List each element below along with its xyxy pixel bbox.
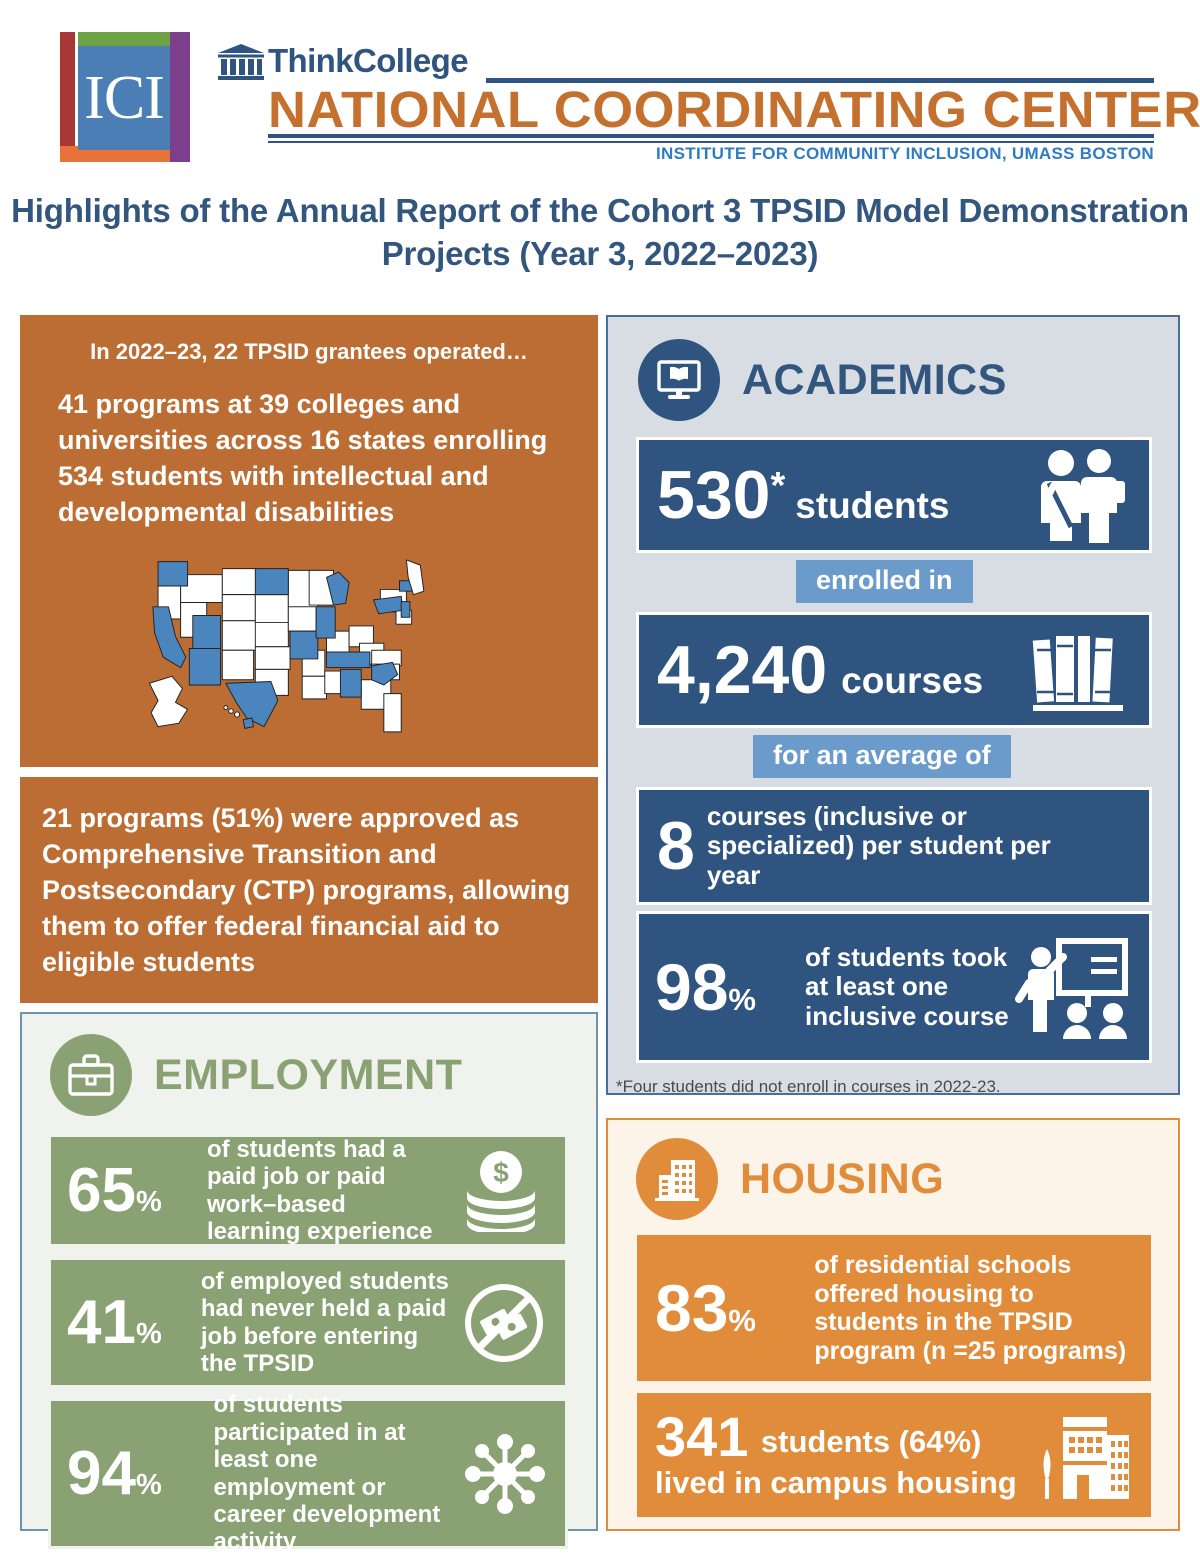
ncc-title: NATIONAL COORDINATING CENTER <box>268 81 1200 138</box>
stat-number: 4,240 <box>657 632 828 708</box>
housing-panel: HOUSING 83 % of residential schools offe… <box>606 1118 1180 1531</box>
network-nodes-icon <box>461 1430 549 1518</box>
institute-line: INSTITUTE FOR COMMUNITY INCLUSION, UMASS… <box>656 144 1154 163</box>
ctp-panel: 21 programs (51%) were approved as Compr… <box>20 777 598 1003</box>
housing-row-campus: 341 students (64%) lived in campus housi… <box>634 1390 1154 1520</box>
page-header: ICI ThinkCollege NATIONAL COORDINATING C… <box>0 0 1200 180</box>
no-money-icon <box>459 1278 549 1368</box>
stat-label: courses (inclusive or specialized) per s… <box>706 800 1051 890</box>
academics-row-average: 8 courses (inclusive or specialized) per… <box>636 787 1152 905</box>
stat-label: of students participated in at least one… <box>213 1391 441 1556</box>
academics-panel: ACADEMICS 530 * students en <box>606 315 1180 1096</box>
briefcase-icon <box>50 1034 132 1116</box>
stat-percent: % <box>728 982 756 1017</box>
academics-row-inclusive: 98 % of students took at least one inclu… <box>636 911 1152 1063</box>
stat-label: students (64%) lived in campus housing <box>655 1424 1017 1501</box>
stat-label: of students had a paid job or paid work–… <box>207 1135 433 1245</box>
stat-percent: % <box>135 1317 162 1350</box>
employment-header: EMPLOYMENT <box>50 1034 462 1116</box>
monitor-book-icon <box>638 339 720 421</box>
stat-number: 83 <box>655 1271 729 1345</box>
grantees-body-text: 41 programs at 39 colleges and universit… <box>58 389 548 527</box>
ctp-text: 21 programs (51%) were approved as Compr… <box>42 803 571 977</box>
header-rule-mid <box>268 134 1154 138</box>
ici-logo: ICI <box>60 28 190 162</box>
pillars-icon <box>218 44 264 80</box>
teacher-whiteboard-icon <box>1015 935 1133 1039</box>
logo-bar-green <box>78 32 184 50</box>
us-states-map <box>148 559 425 733</box>
stat-label: courses <box>841 660 984 701</box>
header-rule-mid2 <box>268 141 1154 143</box>
stat-label: of residential schools offered housing t… <box>814 1251 1127 1365</box>
employment-row-career-activity: 94 % of students participated in at leas… <box>48 1391 568 1555</box>
stat-number: 8 <box>657 808 695 884</box>
stat-asterisk: * <box>770 465 786 507</box>
stat-number: 98 <box>655 950 729 1024</box>
academics-row-students: 530 * students <box>636 437 1152 553</box>
academics-header: ACADEMICS <box>638 339 1007 421</box>
employment-row-never-paid: 41 % of employed students had never held… <box>48 1257 568 1388</box>
think-college-wordmark: ThinkCollege <box>268 42 469 79</box>
stat-number: 530 <box>657 457 771 533</box>
logo-letters: ICI <box>84 64 165 132</box>
chip-for-an-average-of: for an average of <box>753 735 1011 778</box>
logo-bar-orange <box>60 146 170 162</box>
employment-row-paid-job: 65 % of students had a paid job or paid … <box>48 1134 568 1247</box>
stat-label: students <box>795 485 950 526</box>
grantees-lead-text: In 2022–23, 22 TPSID grantees operated… <box>90 339 528 364</box>
stat-number: 94 <box>67 1438 136 1508</box>
chip-enrolled-in: enrolled in <box>796 560 973 603</box>
academics-title: ACADEMICS <box>742 355 1007 404</box>
books-icon <box>1027 622 1131 718</box>
logo-square-blue <box>78 46 170 150</box>
page-title: Highlights of the Annual Report of the C… <box>11 192 1189 272</box>
stat-number: 341 <box>655 1405 749 1469</box>
stat-number: 41 <box>67 1287 136 1357</box>
stat-percent: % <box>135 1185 162 1218</box>
employment-title: EMPLOYMENT <box>154 1050 463 1099</box>
stat-label: of employed students had never held a pa… <box>200 1267 449 1377</box>
stat-number: 65 <box>67 1155 136 1225</box>
academics-footnote: *Four students did not enroll in courses… <box>616 1077 1001 1096</box>
campus-buildings-icon <box>1033 1409 1133 1501</box>
logo-bar-red <box>60 32 75 158</box>
housing-title: HOUSING <box>740 1154 945 1203</box>
stat-label: of students took at least one inclusive … <box>805 941 1009 1031</box>
housing-header: HOUSING <box>636 1138 944 1220</box>
stat-percent: % <box>728 1303 756 1338</box>
stat-percent: % <box>135 1468 162 1501</box>
housing-row-offered: 83 % of residential schools offered hous… <box>634 1232 1154 1384</box>
building-icon <box>636 1138 718 1220</box>
academics-row-courses: 4,240 courses <box>636 612 1152 728</box>
coin-stack-dollar-icon: $ <box>453 1150 549 1232</box>
header-rule-top <box>486 78 1154 83</box>
two-students-icon <box>1031 447 1131 543</box>
logo-bar-purple <box>170 32 190 162</box>
svg-text:$: $ <box>493 1157 509 1188</box>
employment-panel: EMPLOYMENT 65 % of students had a paid j… <box>20 1012 598 1555</box>
